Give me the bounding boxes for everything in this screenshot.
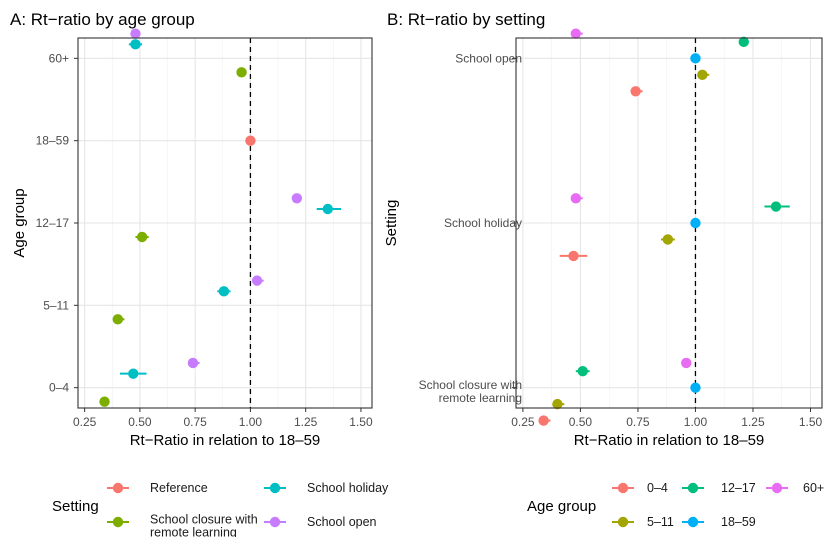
- panel-b-legend-label: 60+: [803, 481, 824, 495]
- panel-a-point: [236, 67, 247, 78]
- panel-a-x-tick-label: 0.50: [128, 415, 152, 429]
- panel-a-x-tick-label: 1.00: [239, 415, 263, 429]
- panel-b-point: [681, 357, 692, 369]
- panel-b-y-axis-title: Setting: [383, 200, 400, 247]
- panel-b-legend-title: Age group: [527, 498, 596, 515]
- panel-b-title: B: Rt−ratio by setting: [387, 10, 545, 29]
- panel-a-x-tick-label: 1.50: [349, 415, 373, 429]
- panel-a-y-tick-label: 5–11: [43, 298, 69, 312]
- panel-b-x-tick-label: 1.25: [741, 415, 765, 429]
- panel-b-x-tick-label: 0.75: [626, 415, 650, 429]
- panel-a-x-tick-label: 0.25: [73, 415, 97, 429]
- panel-a-legend-key-dot: [112, 482, 124, 494]
- panel-b-point: [690, 217, 701, 229]
- panel-a-y-tick-label: 12–17: [36, 216, 70, 230]
- panel-b-point: [570, 28, 582, 39]
- panel-a-point: [130, 39, 141, 50]
- panel-b-point: [697, 69, 708, 81]
- panel-b-setting: B: Rt−ratio by setting 0.25 0.50 0.75 1.00 1.…: [383, 10, 824, 529]
- panel-a-y-axis-title: Age group: [11, 188, 28, 257]
- panel-a-point: [291, 193, 303, 204]
- panel-a-y-tick-label: 0–4: [49, 381, 69, 395]
- panel-a-point: [130, 28, 141, 39]
- panel-b-point: [690, 382, 701, 393]
- panel-a-point: [245, 135, 256, 146]
- panel-b-legend-label: 5–11: [647, 515, 674, 529]
- panel-b-point: [577, 365, 588, 377]
- panel-a-y-tick-label: 60+: [49, 51, 69, 65]
- panel-b-legend-label: 12–17: [721, 481, 756, 495]
- panel-b-x-tick-label: 1.50: [799, 415, 823, 429]
- panel-b-x-tick-label: 0.50: [569, 415, 593, 429]
- panel-b-legend-label: 0–4: [647, 481, 668, 495]
- panel-a-point: [322, 203, 333, 215]
- panel-a-legend-title: Setting: [52, 498, 99, 515]
- panel-a-legend-label: School closure with remote learning: [150, 513, 258, 537]
- panel-b-legend-key-dot: [687, 516, 699, 528]
- panel-b-legend-key-dot: [617, 482, 629, 494]
- panel-a-x-tick-label: 1.25: [294, 415, 318, 429]
- panel-a-title: A: Rt−ratio by age group: [10, 10, 195, 29]
- panel-a-point: [136, 231, 148, 243]
- panel-b-point: [538, 415, 549, 426]
- panel-b-legend-label: 18–59: [721, 515, 756, 529]
- panel-a-point: [112, 314, 123, 325]
- panel-b-point: [690, 53, 701, 64]
- panel-a-legend-label: Reference: [150, 481, 208, 495]
- panel-b-point: [630, 86, 641, 97]
- panel-a-point: [128, 368, 139, 379]
- panel-a-point: [218, 286, 230, 297]
- panel-b-x-axis-title: Rt−Ratio in relation to 18–59: [574, 432, 765, 449]
- panel-b-legend-key-dot: [617, 516, 629, 528]
- panel-b-y-tick-label: School holiday: [444, 216, 522, 230]
- panel-b-legend-key-dot: [687, 482, 699, 494]
- panel-a-y-tick-label: 18–59: [36, 134, 70, 148]
- panel-a-legend-label: School holiday: [307, 481, 389, 495]
- panel-b-point: [568, 250, 579, 262]
- panel-a-legend-label: School open: [307, 515, 377, 529]
- panel-a-x-axis-title: Rt−Ratio in relation to 18–59: [130, 432, 321, 449]
- panel-a-x-tick-label: 0.75: [183, 415, 207, 429]
- panel-a-point: [251, 275, 263, 286]
- panel-a-legend-key-dot: [112, 516, 124, 528]
- panel-b-y-tick-label: School open: [455, 51, 522, 65]
- panel-b-y-tick-label: School closure with remote learning: [419, 378, 522, 405]
- panel-b-point: [770, 201, 782, 212]
- panel-b-point: [662, 234, 674, 245]
- panel-b-x-tick-label: 0.25: [511, 415, 535, 429]
- panel-b-legend-key-dot: [771, 482, 783, 494]
- panel-b-point: [552, 398, 563, 410]
- panel-a-legend-key-dot: [269, 516, 281, 528]
- panel-b-point: [738, 36, 749, 48]
- panel-b-x-tick-label: 1.00: [684, 415, 708, 429]
- panel-a-point: [187, 357, 199, 369]
- panel-a-age-group: A: Rt−ratio by age group 0.25 0.50 0.75 1.00…: [10, 10, 389, 537]
- panel-a-legend-key-dot: [269, 482, 281, 494]
- panel-a-point: [99, 396, 110, 407]
- panel-b-point: [570, 193, 582, 204]
